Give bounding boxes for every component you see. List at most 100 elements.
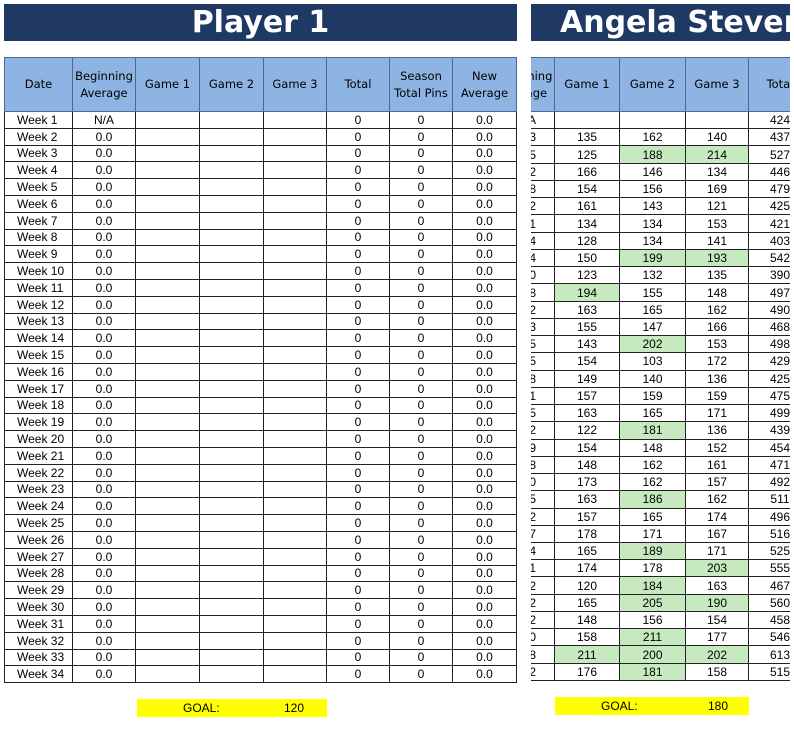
table-cell: 0.0 [453, 212, 517, 230]
table-cell [555, 112, 620, 130]
table-cell: 0.0 [453, 565, 517, 583]
table-cell: 159 [686, 387, 749, 406]
goal-box: GOAL: 180 [555, 697, 749, 715]
table-cell: 0.0 [73, 313, 136, 331]
table-cell: 0 [390, 330, 453, 348]
table-cell: 0.0 [453, 246, 517, 264]
column-header: Beginning Average [531, 57, 555, 112]
table-cell: Week 33 [4, 649, 73, 667]
table-cell: 0 [390, 162, 453, 180]
column-header: Beginning Average [73, 57, 136, 112]
panel-title: Angela Stevens [531, 4, 790, 41]
table-cell: Week 17 [4, 380, 73, 398]
table-cell: 103 [620, 353, 686, 371]
table-cell: 171 [620, 525, 686, 543]
table-cell: 0.0 [453, 515, 517, 532]
column-header: Total [327, 57, 390, 112]
table-cell: 0.0 [453, 112, 517, 129]
table-cell: 0 [327, 464, 390, 482]
table-cell: Week 12 [4, 296, 73, 314]
table-cell: 0 [390, 548, 453, 566]
table-cell: 0 [327, 666, 390, 684]
table-cell: 122 [555, 422, 620, 440]
table-cell: 0 [390, 632, 453, 650]
table-cell: 186 [620, 491, 686, 509]
table-cell [620, 112, 686, 130]
table-cell: 0.0 [73, 431, 136, 448]
table-cell: 0 [327, 212, 390, 230]
table-cell: 148 [555, 456, 620, 475]
table-cell: Week 15 [4, 347, 73, 364]
table-cell: 0 [327, 481, 390, 499]
table-cell: 149 [555, 370, 620, 388]
column-header: Game 1 [555, 57, 620, 112]
table-cell [136, 296, 200, 314]
table-cell [264, 666, 327, 684]
table-cell [200, 565, 264, 583]
table-cell: 0 [390, 649, 453, 667]
table-cell [200, 481, 264, 499]
table-cell: 0 [390, 532, 453, 549]
table-cell: 143 [555, 336, 620, 354]
table-cell [264, 599, 327, 616]
table-cell [264, 414, 327, 432]
table-cell: 143 [620, 198, 686, 216]
table-cell: 136 [686, 422, 749, 440]
table-cell: 0 [327, 431, 390, 448]
table-cell: 203 [686, 560, 749, 578]
table-cell: Week 19 [4, 414, 73, 432]
table-cell: 166 [555, 163, 620, 181]
table-cell: 1 [531, 560, 555, 578]
table-cell: 147 [620, 318, 686, 337]
table-cell: 153 [686, 336, 749, 354]
table-cell: 169 [686, 180, 749, 199]
table-cell: 0.0 [73, 582, 136, 600]
goal-value: 120 [284, 701, 305, 715]
table-cell: 205 [620, 594, 686, 612]
table-cell [200, 246, 264, 264]
table-cell: 162 [686, 491, 749, 509]
table-cell: Week 2 [4, 128, 73, 146]
table-cell [136, 431, 200, 448]
table-cell: 0 [327, 229, 390, 247]
table-cell [200, 212, 264, 230]
table-cell [264, 112, 327, 129]
table-cell [136, 632, 200, 650]
table-cell [136, 414, 200, 432]
table-cell: 152 [686, 439, 749, 457]
table-cell [136, 263, 200, 280]
table-cell: A [531, 112, 555, 130]
table-cell: 0 [531, 629, 555, 647]
table-cell: 0 [327, 616, 390, 633]
goal-label: GOAL: [183, 701, 220, 715]
table-cell [200, 128, 264, 146]
table-cell: Week 3 [4, 145, 73, 163]
table-cell: 4 [531, 249, 555, 268]
table-cell: 2 [531, 577, 555, 595]
table-cell: 0.0 [453, 128, 517, 146]
table-cell: 0 [390, 280, 453, 297]
table-cell: 5 [531, 336, 555, 354]
table-cell: 181 [620, 422, 686, 440]
table-cell: 2 [531, 594, 555, 612]
table-cell: 0 [390, 347, 453, 364]
table-cell: 0.0 [453, 179, 517, 196]
table-cell: 0.0 [453, 582, 517, 600]
table-cell [136, 397, 200, 415]
table-cell: 193 [686, 249, 749, 268]
table-cell: 0.0 [73, 162, 136, 180]
table-cell [136, 380, 200, 398]
table-cell [200, 162, 264, 180]
table-cell: 2 [531, 508, 555, 526]
table-cell: 5 [531, 146, 555, 164]
table-cell: 154 [555, 353, 620, 371]
table-cell [136, 548, 200, 566]
table-cell [264, 162, 327, 180]
table-cell: 202 [620, 336, 686, 354]
table-cell: 2 [531, 198, 555, 216]
table-cell: N/A [73, 112, 136, 129]
table-cell: Week 26 [4, 532, 73, 549]
table-cell: 424 [749, 112, 790, 130]
table-cell: 0 [390, 380, 453, 398]
table-cell [200, 632, 264, 650]
